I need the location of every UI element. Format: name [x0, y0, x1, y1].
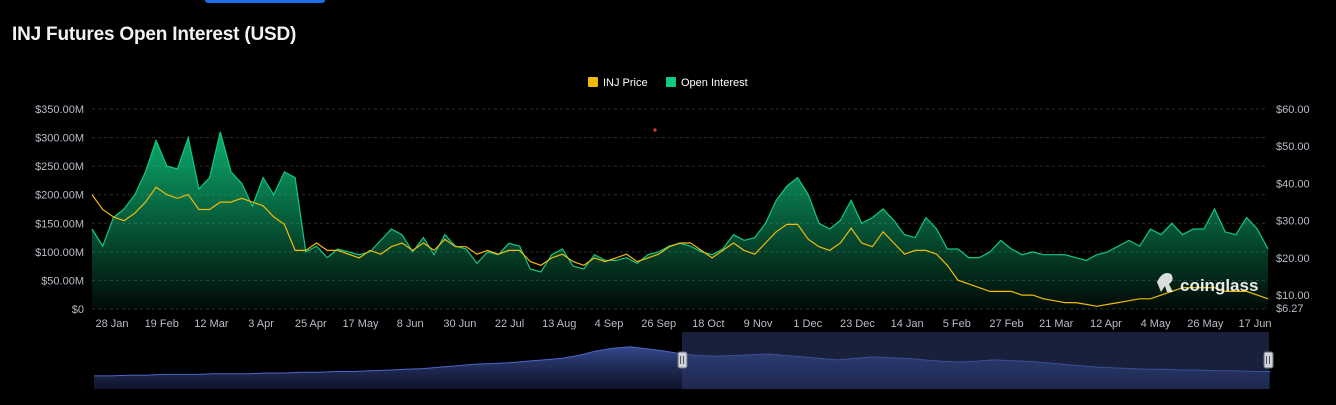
- y-right-tick-label: $60.00: [1276, 104, 1310, 116]
- x-tick-label: 5 Feb: [943, 318, 971, 330]
- y-left-tick-label: $300.00M: [35, 133, 84, 145]
- top-tab-indicator[interactable]: [205, 0, 325, 3]
- navigator-right-handle[interactable]: [1263, 351, 1274, 369]
- y-right-tick-label: $30.00: [1276, 216, 1310, 228]
- x-tick-label: 13 Aug: [542, 318, 576, 330]
- y-right-tick-label: $10.00: [1276, 290, 1310, 302]
- inj-price-line: [91, 186, 1269, 307]
- x-tick-label: 28 Jan: [95, 318, 128, 330]
- y-left-tick-label: $0: [72, 304, 84, 316]
- x-tick-label: 14 Jan: [891, 318, 924, 330]
- y-right-tick-label: $50.00: [1276, 141, 1310, 153]
- watermark-text: coinglass: [1180, 276, 1258, 295]
- x-tick-label: 30 Jun: [443, 318, 476, 330]
- x-tick-label: 1 Dec: [793, 318, 822, 330]
- x-tick-label: 23 Dec: [840, 318, 875, 330]
- x-tick-label: 12 Mar: [194, 318, 229, 330]
- y-right-tick-label: $20.00: [1276, 253, 1310, 265]
- legend-swatch-open-interest[interactable]: [666, 77, 676, 87]
- x-tick-label: 22 Jul: [495, 318, 524, 330]
- x-tick-label: 9 Nov: [744, 318, 773, 330]
- x-tick-label: 25 Apr: [295, 318, 327, 330]
- y-left-tick-label: $150.00M: [35, 218, 84, 230]
- marker-dot: [653, 128, 657, 132]
- x-tick-label: 21 Mar: [1039, 318, 1074, 330]
- x-tick-label: 18 Oct: [692, 318, 724, 330]
- coinglass-logo-icon: [1157, 273, 1173, 292]
- legend-swatch-inj-price[interactable]: [588, 77, 598, 87]
- y-left-tick-label: $350.00M: [35, 104, 84, 116]
- navigator-selection[interactable]: [682, 332, 1269, 389]
- navigator-left-handle[interactable]: [677, 351, 688, 369]
- y-left-tick-label: $250.00M: [35, 161, 84, 173]
- y-right-tick-label: $6.27: [1276, 303, 1304, 315]
- x-tick-label: 19 Feb: [145, 318, 179, 330]
- legend-label-inj-price[interactable]: INJ Price: [603, 77, 648, 89]
- x-tick-label: 4 Sep: [595, 318, 624, 330]
- y-left-tick-label: $200.00M: [35, 190, 84, 202]
- chart-title: INJ Futures Open Interest (USD): [12, 24, 297, 45]
- x-tick-label: 17 May: [342, 318, 379, 330]
- x-tick-label: 26 May: [1187, 318, 1224, 330]
- y-left-tick-label: $50.00M: [41, 275, 84, 287]
- x-tick-label: 27 Feb: [989, 318, 1023, 330]
- legend-label-open-interest[interactable]: Open Interest: [681, 77, 748, 89]
- x-tick-label: 4 May: [1141, 318, 1171, 330]
- x-tick-label: 17 Jun: [1238, 318, 1271, 330]
- x-tick-label: 3 Apr: [248, 318, 274, 330]
- x-tick-label: 26 Sep: [641, 318, 676, 330]
- x-tick-label: 8 Jun: [397, 318, 424, 330]
- x-tick-label: 12 Apr: [1090, 318, 1122, 330]
- y-left-tick-label: $100.00M: [35, 247, 84, 259]
- y-right-tick-label: $40.00: [1276, 178, 1310, 190]
- open-interest-area: [92, 131, 1268, 309]
